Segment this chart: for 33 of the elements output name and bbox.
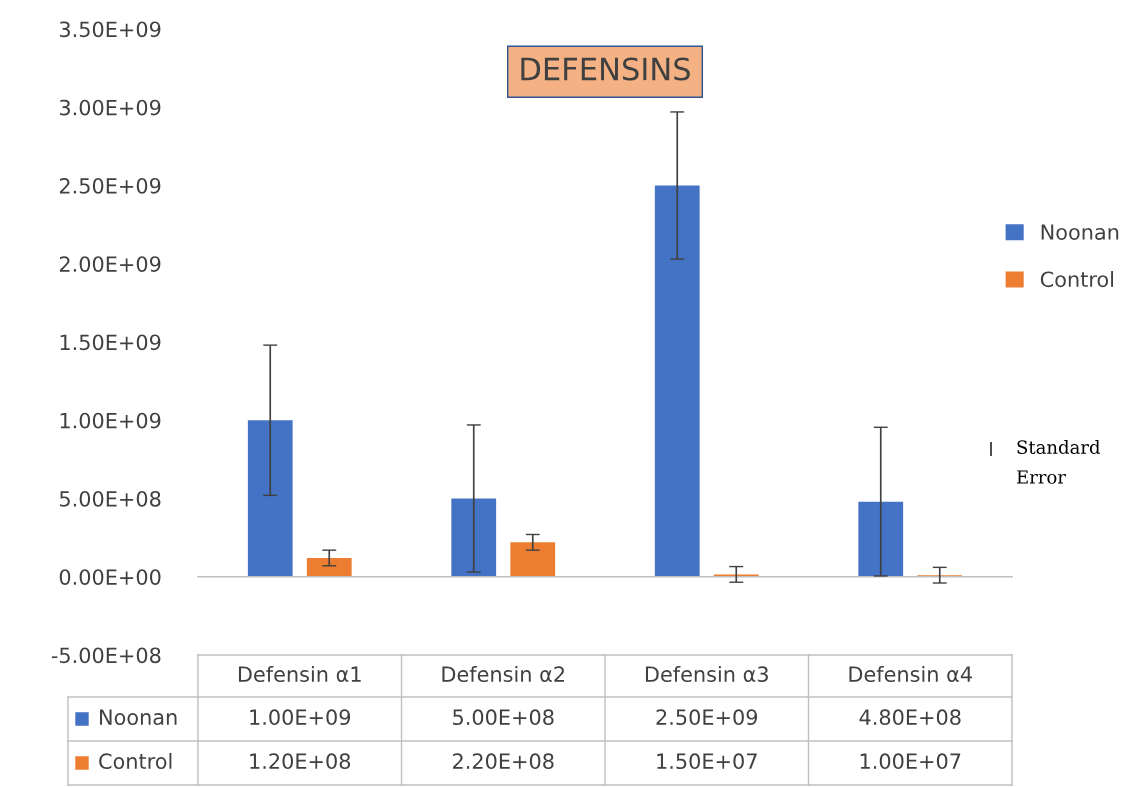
y-tick-label: 3.50E+09: [59, 21, 161, 38]
data-label: 1.50E+07: [657, 753, 757, 770]
y-tick-label: 2.50E+09: [59, 177, 161, 194]
data-label: 1.00E+07: [860, 753, 961, 770]
y-tick-label: 1.00E+09: [60, 412, 161, 429]
bar: [451, 498, 497, 577]
x-tick-label: Defensin α3: [645, 665, 768, 683]
x-tick-label: Defensin α2: [442, 665, 564, 683]
x-tick-label: Defensin α4: [849, 665, 972, 683]
y-tick-label: 1.50E+09: [60, 334, 161, 351]
bar: [858, 501, 904, 577]
x-tick-label: Defensin α1: [238, 665, 361, 683]
data-label: 1.20E+08: [250, 753, 351, 770]
data-label: 5.00E+08: [453, 709, 554, 726]
data-label: 2.20E+08: [453, 753, 554, 770]
data-label: 2.50E+09: [656, 709, 758, 726]
data-label: 4.80E+08: [859, 709, 961, 726]
y-tick-label: 2.00E+09: [59, 256, 161, 272]
bar: [654, 185, 700, 577]
text: Control: [1040, 271, 1114, 288]
y-tick-label: 3.00E+09: [59, 99, 161, 116]
bar: [510, 542, 556, 577]
data-label: 1.00E+09: [250, 709, 351, 726]
legend-label: Control: [99, 752, 172, 770]
y-tick-label: -5.00E+08: [51, 647, 161, 664]
bar: [247, 420, 293, 577]
bar: [306, 557, 352, 577]
legend-label: Noonan: [1041, 224, 1119, 240]
text: Standard Error: [1017, 440, 1100, 484]
text: Noonan: [100, 709, 177, 726]
y-tick-label: 5.00E+08: [59, 490, 161, 507]
y-tick-label: 0.00E+00: [59, 569, 161, 585]
text: DEFENSINS: [521, 57, 690, 81]
